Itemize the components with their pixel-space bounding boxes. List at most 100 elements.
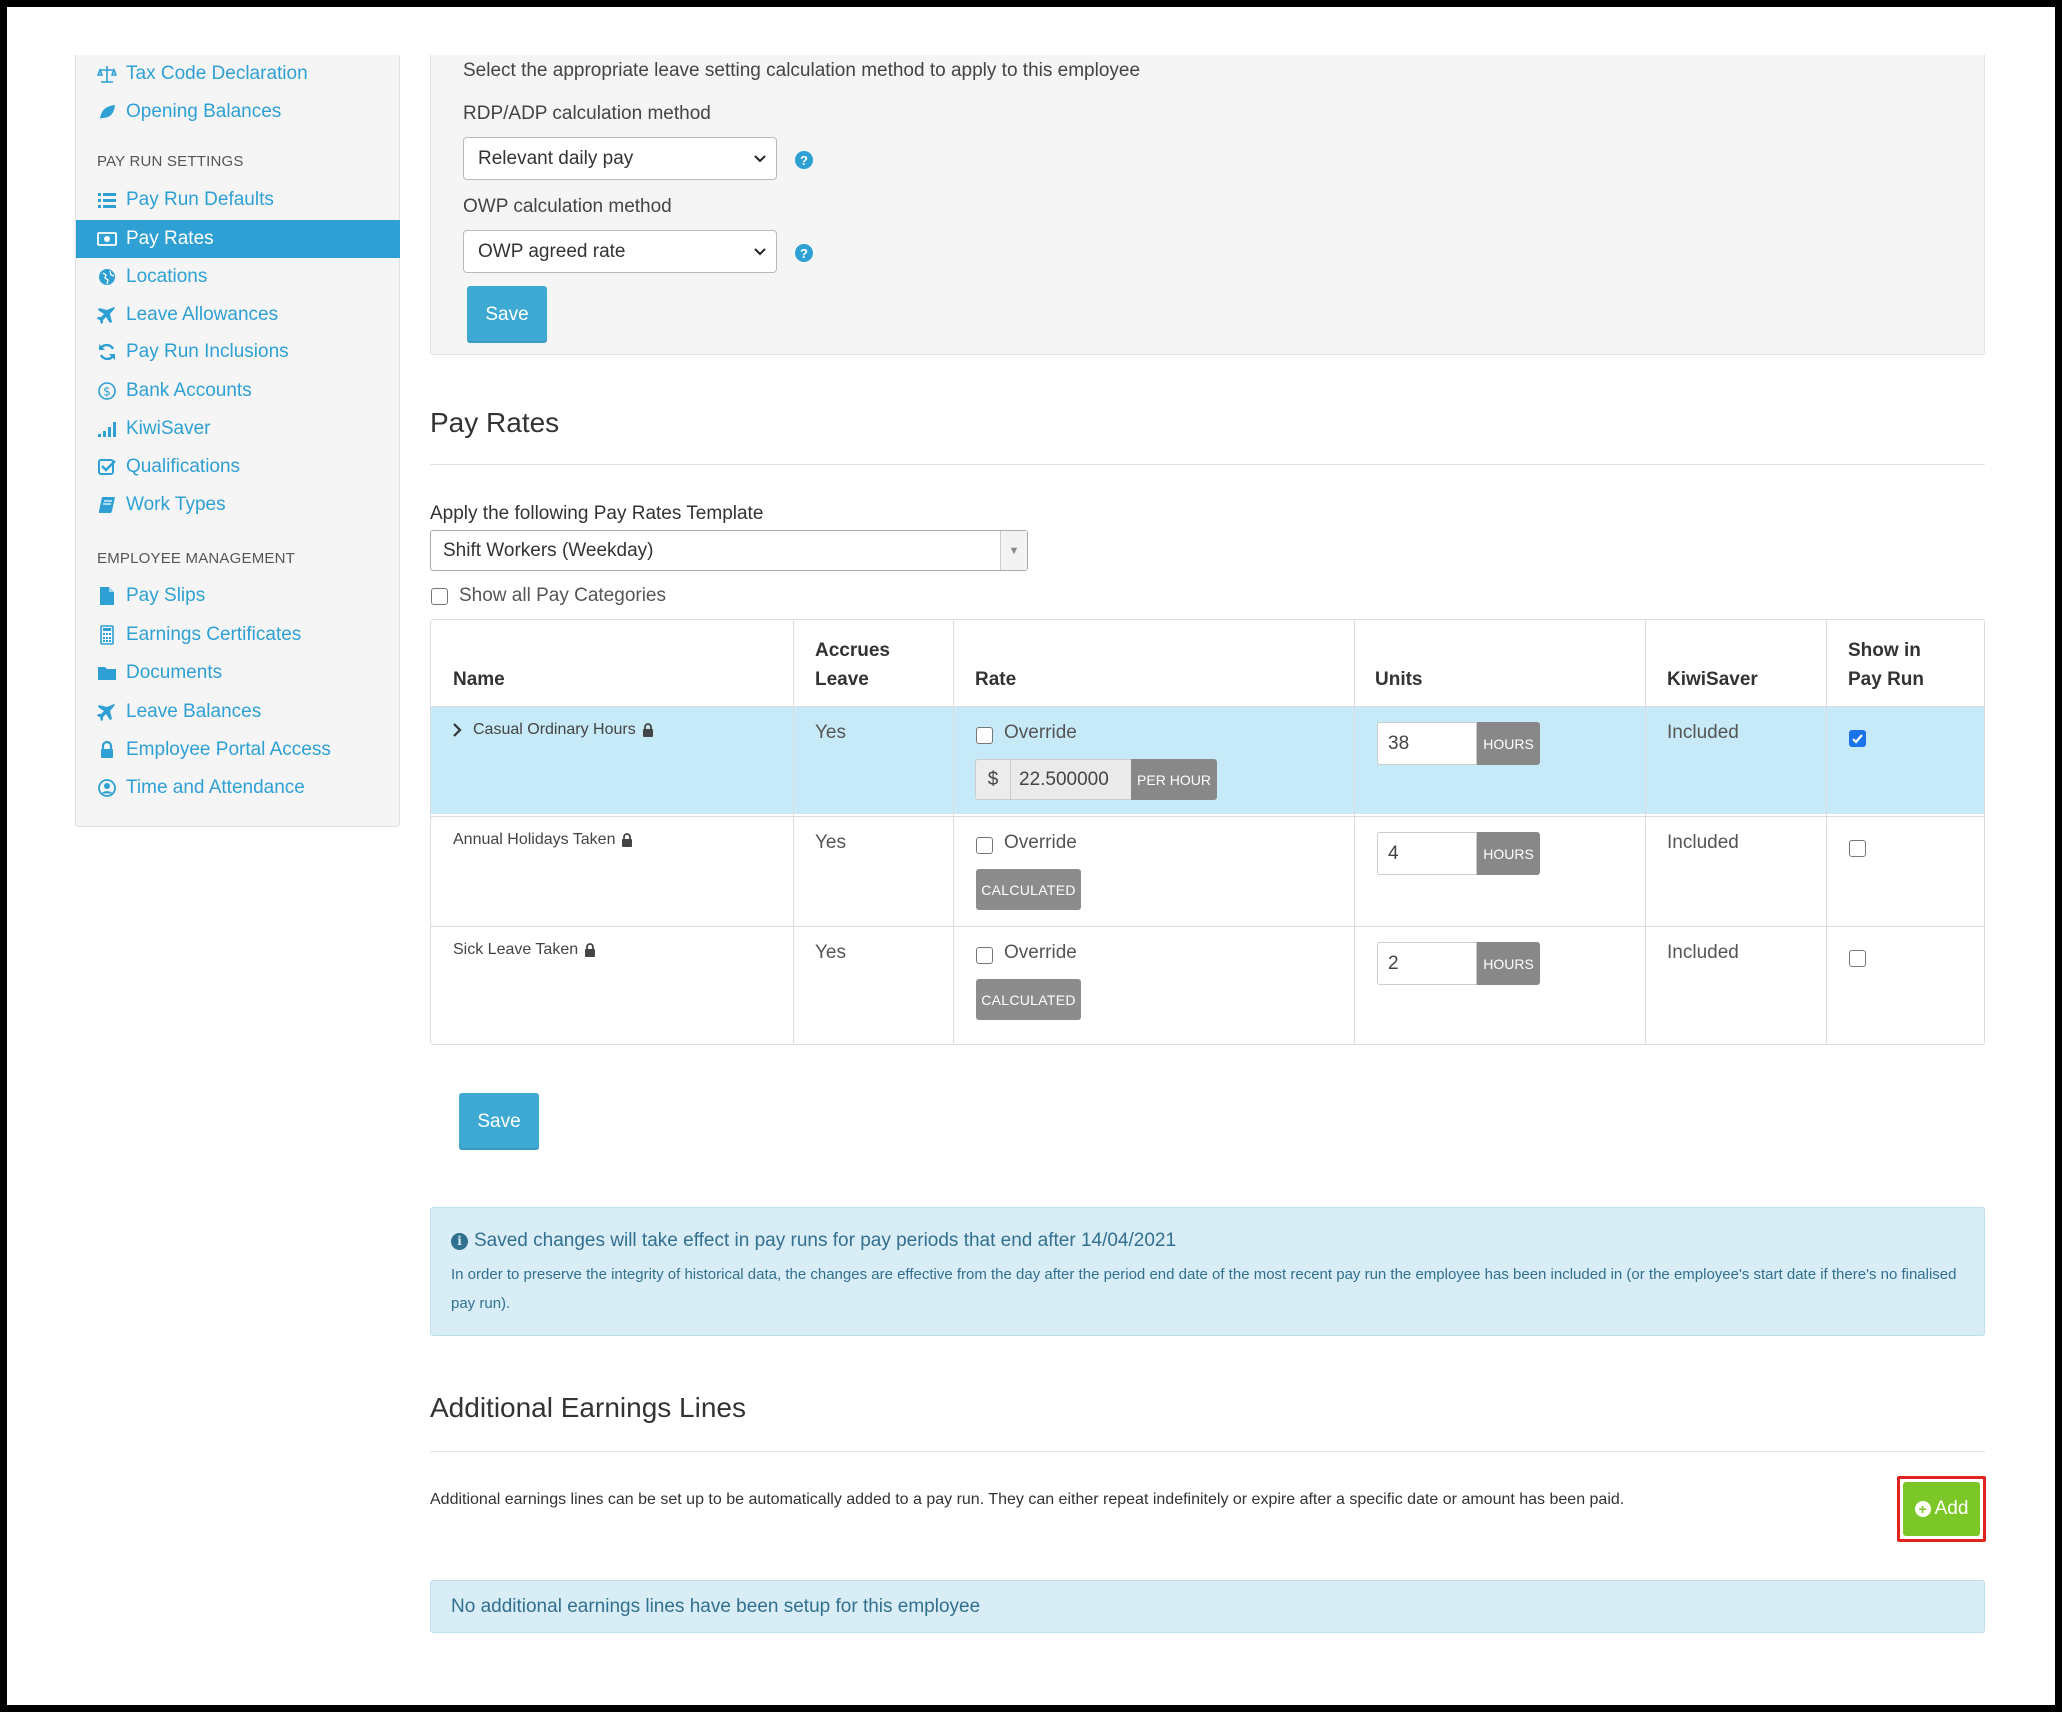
section-pay-run-settings: PAY RUN SETTINGS [97,153,244,170]
add-earnings-line-button[interactable]: + Add [1903,1482,1980,1536]
column-divider [1645,620,1646,1044]
sidebar-item-label: KiwiSaver [126,418,211,439]
sidebar-item-label: Pay Rates [126,228,214,249]
table-row: Casual Ordinary Hours Yes Override $ 22.… [431,706,1984,814]
sidebar-item-pay-run-inclusions[interactable]: Pay Run Inclusions [76,333,400,371]
header-line: Accrues [815,640,890,661]
rate-input-group: $ 22.500000 PER HOUR [975,759,1217,800]
divider [430,1451,1985,1452]
row-name-label: Casual Ordinary Hours [473,721,636,738]
add-button-highlight: + Add [1897,1476,1986,1542]
row-name: Annual Holidays Taken [453,831,634,849]
accrues-leave-value: Yes [815,722,846,743]
info-body: In order to preserve the integrity of hi… [451,1266,1957,1312]
sidebar-item-locations[interactable]: Locations [76,258,400,296]
override-checkbox[interactable] [976,837,993,854]
check-square-icon [96,456,118,478]
book-icon [96,494,118,516]
sidebar-item-employee-portal-access[interactable]: Employee Portal Access [76,731,400,769]
sidebar-item-label: Employee Portal Access [126,739,331,760]
rdp-label: RDP/ADP calculation method [463,103,711,124]
sidebar-item-label: Work Types [126,494,226,515]
show-all-pay-categories-label: Show all Pay Categories [459,585,666,606]
row-name: Sick Leave Taken [453,941,597,959]
pay-rates-save-button[interactable]: Save [459,1093,539,1150]
column-header-name: Name [453,669,505,690]
chevron-down-icon [754,155,766,163]
sidebar-item-pay-run-defaults[interactable]: Pay Run Defaults [76,181,400,219]
column-header-show-in-pay-run: Show in Pay Run [1848,636,1924,694]
pay-rates-template-select[interactable]: Shift Workers (Weekday) ▼ [430,530,1028,571]
divider [430,464,1985,465]
column-divider [953,620,954,1044]
units-input[interactable]: 4 [1377,832,1477,875]
leave-settings-intro: Select the appropriate leave setting cal… [463,60,1141,81]
sidebar-item-label: Leave Allowances [126,304,279,325]
sidebar: Tax Code Declaration Opening Balances PA… [75,55,400,827]
owp-help-icon[interactable]: ? [795,244,813,262]
sidebar-item-documents[interactable]: Documents [76,654,400,692]
per-hour-addon: PER HOUR [1131,759,1217,800]
override-checkbox[interactable] [976,727,993,744]
units-input[interactable]: 2 [1377,942,1477,985]
no-additional-earnings-alert: No additional earnings lines have been s… [430,1580,1985,1633]
rate-input[interactable]: 22.500000 [1011,759,1131,800]
table-row: Sick Leave Taken Yes Override CALCULATED… [431,926,1984,1034]
show-in-pay-run-checkbox[interactable] [1849,730,1866,747]
check-icon [1852,734,1863,744]
sidebar-item-label: Time and Attendance [126,777,305,798]
column-header-rate: Rate [975,669,1017,690]
sidebar-item-kiwisaver[interactable]: KiwiSaver [76,410,400,448]
sidebar-item-bank-accounts[interactable]: $ Bank Accounts [76,372,400,410]
list-icon [96,189,118,211]
kiwisaver-value: Included [1667,942,1739,963]
leave-settings-panel: Select the appropriate leave setting cal… [430,55,1985,355]
sidebar-item-leave-balances[interactable]: Leave Balances [76,693,400,731]
additional-earnings-title: Additional Earnings Lines [430,1392,746,1423]
dropdown-arrow-icon[interactable]: ▼ [1000,531,1027,570]
additional-earnings-description: Additional earnings lines can be set up … [430,1491,1625,1508]
sidebar-item-qualifications[interactable]: Qualifications [76,448,400,486]
override-checkbox[interactable] [976,947,993,964]
sidebar-item-leave-allowances[interactable]: Leave Allowances [76,296,400,334]
sidebar-item-work-types[interactable]: Work Types [76,486,400,524]
sidebar-item-label: Qualifications [126,456,241,477]
column-header-accrues-leave: Accrues Leave [815,636,890,694]
rdp-help-icon[interactable]: ? [795,151,813,169]
owp-calculation-select[interactable]: OWP agreed rate [463,230,777,273]
units-input[interactable]: 38 [1377,722,1477,765]
header-line: Leave [815,669,869,690]
sidebar-item-label: Bank Accounts [126,380,252,401]
sidebar-item-time-and-attendance[interactable]: Time and Attendance [76,769,400,807]
folder-icon [96,662,118,684]
sidebar-item-pay-slips[interactable]: Pay Slips [76,577,400,615]
lock-icon [585,943,596,957]
owp-label: OWP calculation method [463,196,672,217]
owp-selected-value: OWP agreed rate [478,240,626,262]
sidebar-item-tax-code-declaration[interactable]: Tax Code Declaration [76,55,400,93]
sidebar-item-label: Opening Balances [126,101,282,122]
info-title: i Saved changes will take effect in pay … [451,1230,1176,1252]
sidebar-item-label: Tax Code Declaration [126,63,308,84]
money-icon [96,228,118,250]
rdp-calculation-select[interactable]: Relevant daily pay [463,137,777,180]
svg-text:$: $ [103,385,111,399]
show-all-pay-categories-checkbox[interactable] [431,588,448,605]
info-title-text: Saved changes will take effect in pay ru… [474,1230,1177,1251]
show-in-pay-run-checkbox[interactable] [1849,950,1866,967]
clock-user-icon [96,777,118,799]
dollar-circle-icon: $ [96,380,118,402]
sidebar-item-opening-balances[interactable]: Opening Balances [76,93,400,131]
sidebar-item-label: Pay Slips [126,585,206,606]
show-in-pay-run-checkbox[interactable] [1849,840,1866,857]
leaf-icon [96,101,118,123]
sidebar-item-label: Pay Run Defaults [126,189,274,210]
column-divider [1354,620,1355,1044]
leave-settings-save-button[interactable]: Save [467,286,547,343]
refresh-icon [96,341,118,363]
chevron-right-icon[interactable] [451,722,463,738]
pay-rates-title: Pay Rates [430,407,560,438]
sidebar-item-label: Earnings Certificates [126,624,302,645]
sidebar-item-pay-rates[interactable]: Pay Rates [76,220,400,258]
sidebar-item-earnings-certificates[interactable]: Earnings Certificates [76,616,400,654]
